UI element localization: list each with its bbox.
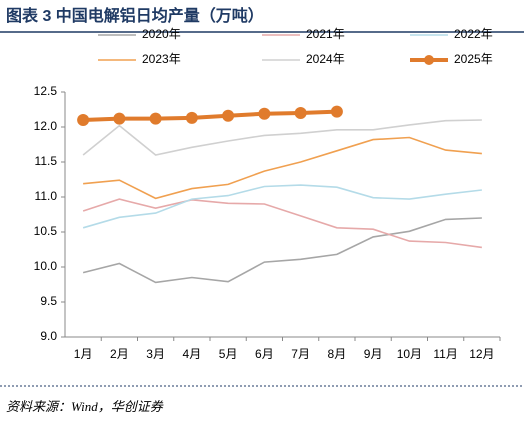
x-tick-label: 6月 xyxy=(255,347,274,361)
x-tick-label: 2月 xyxy=(110,347,129,361)
legend-label: 2024年 xyxy=(306,52,345,66)
series-marker xyxy=(185,111,198,124)
series-line xyxy=(82,184,482,229)
series-marker xyxy=(113,112,126,125)
legend-label: 2022年 xyxy=(454,27,493,41)
x-tick-label: 7月 xyxy=(291,347,310,361)
series-line xyxy=(82,119,482,156)
x-tick-label: 5月 xyxy=(219,347,238,361)
series-line xyxy=(82,198,482,249)
series-marker xyxy=(258,107,271,120)
x-tick-label: 10月 xyxy=(397,347,422,361)
x-tick-label: 12月 xyxy=(469,347,494,361)
series-marker xyxy=(77,114,90,126)
legend-marker xyxy=(424,55,434,65)
series-marker xyxy=(149,112,162,125)
y-tick-label: 12.5 xyxy=(34,84,58,98)
x-tick-label: 9月 xyxy=(364,347,383,361)
legend-label: 2023年 xyxy=(142,52,181,66)
y-tick-label: 12.0 xyxy=(34,119,58,133)
y-tick-label: 10.5 xyxy=(34,224,58,238)
series-line xyxy=(82,217,482,284)
series-line xyxy=(83,109,337,122)
y-tick-label: 11.5 xyxy=(35,154,58,168)
series-line xyxy=(83,136,482,200)
series-marker xyxy=(330,105,343,118)
chart-title: 图表 3 中国电解铝日均产量（万吨） xyxy=(6,6,264,25)
legend-label: 2020年 xyxy=(142,27,181,41)
x-tick-label: 8月 xyxy=(328,347,347,361)
y-tick-label: 9.5 xyxy=(40,294,57,308)
y-tick-label: 9.0 xyxy=(40,329,57,343)
legend-label: 2025年 xyxy=(454,52,493,66)
series-marker xyxy=(294,107,307,119)
y-tick-label: 11.0 xyxy=(35,189,58,203)
source: 资料来源：Wind，华创证券 xyxy=(6,399,164,414)
series-marker xyxy=(222,109,235,122)
x-tick-label: 11月 xyxy=(433,347,457,361)
x-tick-label: 3月 xyxy=(146,347,165,361)
x-tick-label: 4月 xyxy=(183,347,202,361)
x-tick-label: 1月 xyxy=(74,347,93,361)
legend-label: 2021年 xyxy=(306,27,345,41)
y-tick-label: 10.0 xyxy=(34,259,58,273)
